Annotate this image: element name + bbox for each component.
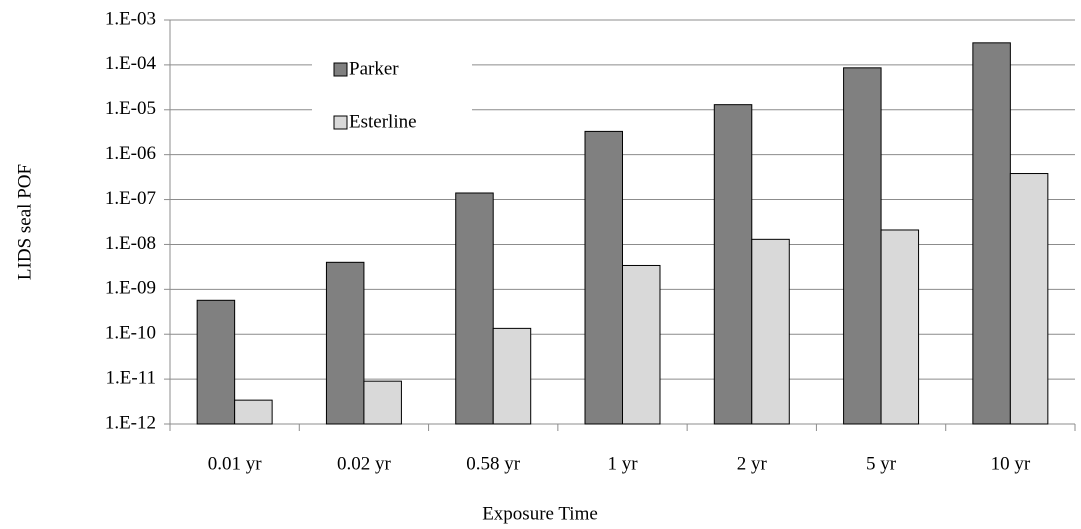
y-tick-label: 1.E-08 [105, 233, 156, 254]
x-tick-label: 2 yr [737, 453, 768, 474]
legend-bg [312, 40, 472, 150]
x-tick-label: 0.02 yr [337, 453, 392, 474]
bar [196, 299, 236, 425]
y-tick-label: 1.E-05 [105, 98, 156, 119]
bar [751, 238, 790, 425]
legend-label: Parker [349, 58, 399, 79]
bar [492, 327, 532, 425]
bar [455, 192, 494, 425]
bar [234, 399, 273, 425]
y-axis-label: LIDS seal POF [14, 164, 35, 280]
y-tick-label: 1.E-03 [105, 8, 156, 29]
bar [584, 130, 623, 425]
y-tick-label: 1.E-10 [105, 323, 156, 344]
bar [325, 261, 365, 425]
y-tick-label: 1.E-09 [105, 278, 156, 299]
bar [880, 229, 920, 425]
legend-swatch [333, 115, 348, 130]
x-tick-label: 1 yr [607, 453, 638, 474]
x-tick-label: 10 yr [991, 453, 1031, 474]
bar [363, 380, 402, 425]
bar [972, 42, 1011, 425]
y-tick-label: 1.E-04 [105, 53, 157, 74]
y-tick-label: 1.E-11 [106, 367, 156, 388]
bar [713, 104, 753, 425]
y-tick-label: 1.E-07 [105, 188, 156, 209]
y-tick-label: 1.E-12 [105, 412, 156, 433]
x-tick-label: 5 yr [866, 453, 897, 474]
bar [622, 264, 661, 425]
legend-label: Esterline [349, 111, 417, 132]
x-axis-label: Exposure Time [482, 503, 598, 524]
y-tick-label: 1.E-06 [105, 143, 156, 164]
bar [1009, 173, 1049, 425]
bar [843, 67, 882, 425]
x-tick-label: 0.58 yr [466, 453, 521, 474]
x-tick-label: 0.01 yr [208, 453, 263, 474]
legend-swatch [333, 62, 348, 77]
